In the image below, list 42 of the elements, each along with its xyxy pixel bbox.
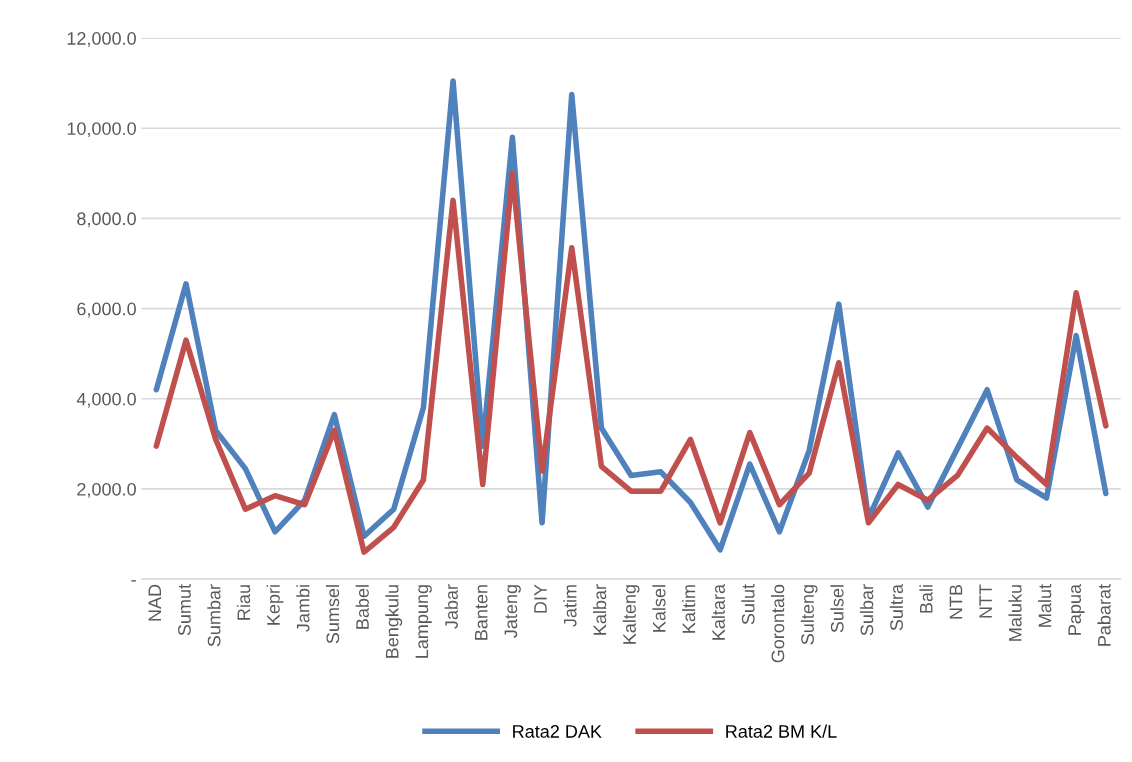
x-tick-label: Riau (236, 585, 251, 620)
x-tick-label: Kepri (266, 585, 284, 625)
x-tick-label: Lampung (415, 585, 432, 658)
x-tick-label: Jambi (296, 585, 310, 632)
x-tick-label: Banten (474, 585, 488, 640)
x-tick-label: Sulteng (800, 585, 818, 645)
x-tick-label: Bali (919, 585, 933, 613)
x-tick-label: Malut (1038, 584, 1052, 627)
x-tick-label: Papua (1068, 583, 1085, 635)
x-tick-label: Bengkulu (385, 585, 403, 658)
y-tick-label: 6,000.0 (77, 302, 136, 318)
x-tick-label: Sulbar (860, 584, 874, 636)
x-tick-label: Sumsel (325, 585, 340, 644)
x-tick-label: NTT (979, 584, 992, 618)
y-tick-label: - (131, 580, 136, 582)
x-tick-label: NAD (148, 584, 162, 621)
x-tick-label: Jabar (444, 584, 458, 629)
y-tick-label: 2,000.0 (77, 482, 136, 498)
x-tick-label: Sultra (889, 583, 903, 631)
x-tick-label: Sumbar (207, 584, 221, 647)
x-tick-label: Jatim (563, 585, 577, 627)
x-tick-label: Pabarat (1097, 584, 1111, 646)
x-tick-label: Sumut (178, 584, 191, 636)
x-tick-label: NTB (949, 584, 963, 619)
x-tick-label: Kaltara (711, 583, 725, 640)
y-tick-label: 4,000.0 (76, 392, 136, 408)
legend-label: Rata2 DAK (513, 725, 602, 738)
x-tick-label: Kalteng (622, 585, 640, 644)
x-tick-label: Sulsel (830, 585, 844, 633)
x-tick-label: Maluku (1008, 585, 1022, 641)
x-tick-label: Babel (355, 585, 369, 629)
x-tick-label: Kalsel (652, 585, 666, 632)
x-tick-label: Kalbar (593, 584, 607, 635)
y-tick-label: 8,000.0 (77, 212, 136, 228)
x-tick-label: Gorontalo (771, 584, 785, 663)
x-tick-label: Kaltim (682, 585, 696, 633)
y-tick-label: 10,000.0 (67, 122, 136, 138)
legend-label: Rata2 BM K/L (726, 724, 837, 738)
y-tick-label: 12,000.0 (67, 32, 136, 47)
x-tick-label: Jateng (504, 585, 521, 638)
x-tick-label: Sulut (741, 584, 755, 625)
x-tick-label: DIY (534, 584, 547, 613)
